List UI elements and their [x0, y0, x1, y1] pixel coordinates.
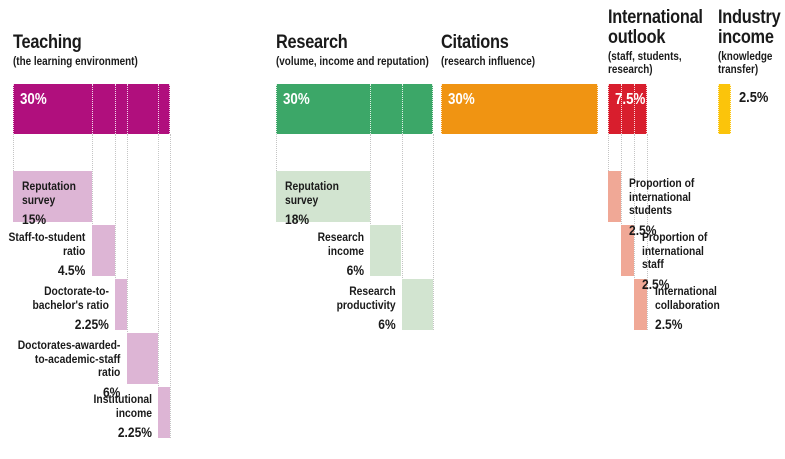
main-bar-value: 30%	[20, 91, 47, 108]
bar-divider-line	[646, 84, 648, 134]
sub-value: 2.5%	[629, 221, 657, 238]
sub-value: 4.5%	[58, 262, 86, 278]
category-title: Citations	[441, 32, 509, 53]
sub-block	[608, 171, 622, 222]
bar-divider-line	[126, 84, 128, 134]
sub-block	[13, 171, 92, 222]
sub-block	[634, 279, 648, 330]
sub-block	[91, 225, 115, 276]
grid-line	[158, 134, 160, 438]
category-title: Teaching	[13, 32, 82, 53]
main-bar-value: 7.5%	[615, 91, 646, 108]
bar-divider-line	[596, 84, 598, 134]
sub-value: 2.5%	[655, 316, 683, 332]
sub-label-group: Doctorate-to- bachelor's ratio 2.25%	[32, 284, 109, 332]
sub-value: 6%	[103, 383, 121, 400]
sub-value: 6%	[378, 316, 396, 332]
sub-label: Research productivity	[336, 284, 396, 312]
sub-value: 2.5%	[642, 275, 670, 292]
sub-label-group: Doctorates-awarded- to-academic-staff ra…	[18, 338, 121, 400]
main-bar: 30%	[276, 84, 433, 134]
sub-label: International collaboration	[655, 284, 721, 312]
category-title: International outlook	[608, 7, 703, 48]
bar-divider-line	[608, 84, 609, 134]
grid-line	[647, 134, 649, 330]
category-subtitle: (the learning environment)	[13, 56, 138, 68]
grid-line	[115, 134, 116, 330]
bar-divider-line	[621, 84, 623, 134]
bar-divider-line	[718, 84, 719, 134]
sub-label: Reputation survey	[22, 179, 76, 207]
bar-divider-line	[634, 84, 636, 134]
sub-value: 2.25%	[74, 316, 109, 332]
sub-label-group: Reputation survey 15%	[22, 179, 76, 227]
sub-label-group: Proportion of international staff 2.5%	[642, 230, 708, 292]
grid-line	[169, 134, 171, 438]
sub-label: Research income	[317, 230, 365, 258]
bar-divider-line	[13, 84, 14, 134]
sub-label: Institutional income	[93, 392, 153, 420]
sub-label-group: Reputation survey 18%	[285, 179, 339, 227]
category-subtitle: (research influence)	[441, 56, 535, 68]
sub-block	[126, 333, 159, 384]
bar-divider-line	[401, 84, 403, 134]
grid-line	[276, 134, 277, 171]
sub-label: Staff-to-student ratio	[8, 230, 86, 258]
main-bar-value: 30%	[283, 91, 310, 108]
sub-value: 18%	[285, 211, 310, 227]
main-bar: 7.5%	[608, 84, 648, 134]
sub-block	[276, 171, 371, 222]
main-bar: 30%	[441, 84, 598, 134]
sub-block	[621, 225, 635, 276]
main-bar-value: 2.5%	[739, 89, 769, 106]
category-subtitle: (knowledge transfer)	[718, 51, 773, 76]
sub-value: 2.25%	[117, 424, 153, 440]
grid-line	[401, 134, 403, 330]
grid-line	[13, 134, 14, 171]
sub-label: Proportion of international students	[629, 176, 695, 217]
sub-block	[401, 279, 433, 330]
grid-line	[608, 134, 609, 171]
bar-divider-line	[441, 84, 442, 134]
sub-value: 6%	[346, 262, 365, 278]
sub-label: Doctorates-awarded- to-academic-staff ra…	[18, 338, 121, 379]
grid-line	[621, 134, 623, 276]
sub-label-group: Proportion of international students 2.5%	[629, 176, 695, 238]
bar-divider-line	[370, 84, 372, 134]
sub-block	[115, 279, 127, 330]
sub-label-group: Institutional income 2.25%	[93, 392, 153, 440]
grid-line	[91, 134, 93, 276]
main-bar: 30%	[13, 84, 170, 134]
main-bar	[718, 84, 732, 134]
main-bar-value: 30%	[448, 91, 475, 108]
bar-divider-line	[730, 84, 732, 134]
bar-divider-line	[431, 84, 433, 134]
category-title: Research	[276, 32, 348, 53]
category-subtitle: (volume, income and reputation)	[276, 56, 429, 68]
sub-block	[370, 225, 402, 276]
sub-label-group: Research productivity 6%	[336, 284, 396, 332]
sub-label-group: Research income 6%	[317, 230, 365, 278]
bar-divider-line	[91, 84, 93, 134]
sub-value: 15%	[22, 211, 47, 227]
grid-line	[634, 134, 636, 330]
sub-block	[158, 387, 170, 438]
grid-line	[126, 134, 128, 384]
category-title: Industry income	[718, 7, 781, 48]
bar-divider-line	[115, 84, 116, 134]
bar-divider-line	[168, 84, 170, 134]
sub-label-group: International collaboration 2.5%	[655, 284, 721, 332]
grid-line	[370, 134, 372, 276]
sub-label: Doctorate-to- bachelor's ratio	[32, 284, 109, 312]
grid-line	[432, 134, 434, 330]
sub-label: Reputation survey	[285, 179, 339, 207]
category-subtitle: (staff, students, research)	[608, 51, 682, 76]
sub-label-group: Staff-to-student ratio 4.5%	[8, 230, 86, 278]
bar-divider-line	[158, 84, 160, 134]
bar-divider-line	[276, 84, 277, 134]
sub-label: Proportion of international staff	[642, 230, 708, 271]
